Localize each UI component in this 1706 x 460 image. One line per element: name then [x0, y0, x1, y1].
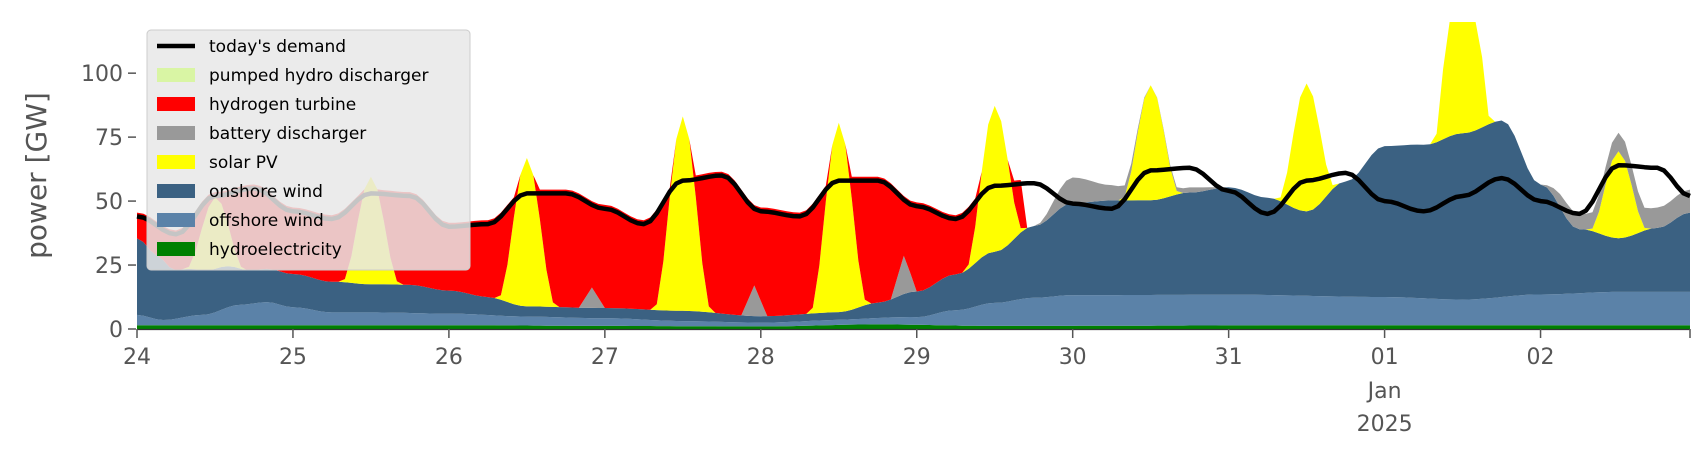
x-tick-sublabel: Jan: [1366, 379, 1402, 404]
x-tick-label: 24: [123, 345, 151, 370]
x-tick-label: 26: [435, 345, 463, 370]
area-offshore-wind: [137, 291, 1690, 327]
x-tick-label: 30: [1059, 345, 1087, 370]
area-hydrogen-turbine: [137, 22, 1690, 317]
legend-label: offshore wind: [209, 211, 324, 231]
y-tick-label: 100: [81, 62, 123, 87]
legend-label: solar PV: [209, 153, 278, 173]
legend-label: today's demand: [209, 37, 346, 57]
y-tick-label: 50: [95, 190, 123, 215]
legend-box: [146, 29, 471, 271]
x-tick-label: 31: [1215, 345, 1243, 370]
legend-label: hydroelectricity: [209, 240, 342, 260]
area-hydroelectricity: [137, 324, 1690, 329]
legend-label: pumped hydro discharger: [209, 66, 428, 86]
stacked-areas: [137, 22, 1690, 329]
x-tick-label: 28: [747, 345, 775, 370]
area-onshore-wind: [137, 120, 1690, 323]
legend-swatch: [157, 213, 195, 227]
x-tick-label: 02: [1527, 345, 1555, 370]
legend-swatch: [157, 155, 195, 169]
legend-swatch: [157, 68, 195, 82]
x-tick-label: 01: [1371, 345, 1399, 370]
y-tick-label: 0: [109, 318, 123, 343]
x-tick-label: 29: [903, 345, 931, 370]
legend-label: hydrogen turbine: [209, 95, 356, 115]
y-axis-label: power [GW]: [20, 92, 53, 259]
legend: today's demand pumped hydro discharger hyd…: [146, 29, 471, 271]
legend-swatch: [157, 184, 195, 198]
legend-swatch: [157, 126, 195, 140]
x-tick-sublabel: 2025: [1357, 412, 1413, 437]
x-tick-label: 25: [279, 345, 307, 370]
legend-swatch: [157, 242, 195, 256]
y-tick-label: 25: [95, 254, 123, 279]
legend-label: battery discharger: [209, 124, 366, 144]
x-tick-label: 27: [591, 345, 619, 370]
y-tick-label: 75: [95, 126, 123, 151]
area-solar-pv: [137, 22, 1690, 317]
legend-swatch: [157, 97, 195, 111]
axes: 0 25 50 75 100 24 25 26 27 28 29 30 31 01 Jan 2025 02: [81, 62, 1691, 437]
legend-label: onshore wind: [209, 182, 323, 202]
